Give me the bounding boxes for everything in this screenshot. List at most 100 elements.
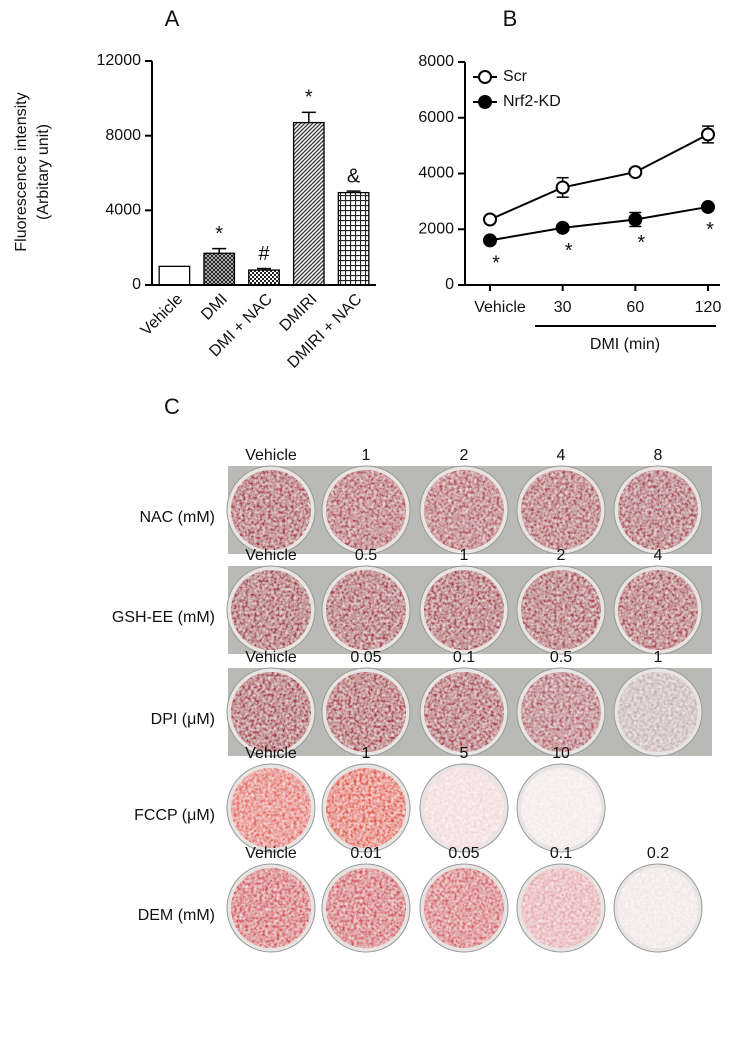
point (701, 127, 715, 142)
bar (158, 265, 191, 286)
panel-title: B (503, 6, 518, 31)
row-label: DEM (mM) (138, 907, 215, 924)
y-tick-label: 0 (445, 276, 454, 293)
legend-marker (478, 70, 492, 84)
column-label: 8 (654, 447, 663, 464)
well (326, 570, 406, 650)
well (424, 570, 504, 650)
annotation: * (706, 219, 714, 241)
well (231, 672, 311, 752)
x-axis-label: DMI (min) (590, 336, 660, 353)
well (618, 672, 698, 752)
point (555, 220, 570, 235)
column-label: 0.01 (350, 845, 381, 862)
column-label: 1 (362, 447, 371, 464)
axes (464, 62, 720, 286)
y-tick-label: 4000 (418, 165, 454, 182)
point (701, 199, 715, 214)
annotation: & (347, 165, 361, 187)
well (424, 672, 504, 752)
y-tick-label: 8000 (418, 53, 454, 70)
well (424, 768, 504, 848)
legend-label: Scr (503, 68, 528, 85)
well (231, 768, 311, 848)
y-tick-label: 6000 (418, 109, 454, 126)
column-label: Vehicle (245, 745, 297, 762)
well (618, 868, 698, 948)
y-tick-label: 2000 (418, 220, 454, 237)
column-label: 4 (654, 547, 663, 564)
well (521, 868, 601, 948)
y-axis-label: (Arbitary unit) (35, 124, 52, 220)
column-label: 5 (460, 745, 469, 762)
row-label: FCCP (μM) (134, 807, 215, 824)
column-label: 10 (552, 745, 570, 762)
row-label: NAC (mM) (139, 509, 215, 526)
line (489, 205, 709, 242)
x-tick-label: DMIRI (277, 291, 321, 335)
well (231, 868, 311, 948)
legend-label: Nrf2-KD (503, 93, 561, 110)
well (231, 470, 311, 550)
well (424, 470, 504, 550)
column-label: 0.5 (355, 547, 377, 564)
y-tick-label: 12000 (97, 52, 142, 69)
annotation: # (258, 243, 270, 265)
x-tick-label: DMI (198, 291, 231, 324)
x-tick-label: Vehicle (138, 291, 187, 340)
row-label: GSH-EE (mM) (112, 609, 215, 626)
bar (337, 191, 370, 286)
column-label: 0.05 (350, 649, 381, 666)
well (424, 868, 504, 948)
legend-marker (478, 95, 492, 109)
annotation: * (565, 240, 573, 262)
well (521, 570, 601, 650)
x-tick-label: 30 (554, 299, 572, 316)
well (326, 470, 406, 550)
column-label: 1 (362, 745, 371, 762)
point (628, 165, 643, 180)
column-label: Vehicle (245, 447, 297, 464)
x-tick-label: 60 (626, 299, 644, 316)
column-label: 4 (557, 447, 566, 464)
well (231, 570, 311, 650)
column-label: 2 (460, 447, 469, 464)
well (618, 570, 698, 650)
column-label: 0.5 (550, 649, 572, 666)
column-label: 1 (654, 649, 663, 666)
point (628, 212, 643, 227)
column-label: Vehicle (245, 547, 297, 564)
well (521, 470, 601, 550)
line (489, 133, 709, 221)
annotation: * (215, 223, 223, 245)
well (618, 470, 698, 550)
y-tick-label: 4000 (105, 202, 141, 219)
y-tick-label: 8000 (105, 127, 141, 144)
column-label: Vehicle (245, 845, 297, 862)
axes (151, 61, 376, 286)
annotation: * (305, 87, 313, 109)
column-label: 0.2 (647, 845, 669, 862)
annotation: * (492, 253, 500, 275)
point (483, 212, 497, 227)
well (326, 672, 406, 752)
bar (248, 269, 280, 286)
column-label: 0.1 (550, 845, 572, 862)
well (521, 672, 601, 752)
bar (203, 252, 236, 286)
well (326, 868, 406, 948)
row-label: DPI (μM) (151, 711, 215, 728)
bar (292, 121, 325, 286)
well (521, 768, 601, 848)
panel-title: C (164, 394, 180, 419)
x-tick-label: Vehicle (474, 299, 526, 316)
column-label: 1 (460, 547, 469, 564)
column-label: 0.1 (453, 649, 475, 666)
column-label: Vehicle (245, 649, 297, 666)
y-tick-label: 0 (132, 276, 141, 293)
column-label: 2 (557, 547, 566, 564)
annotation: * (637, 232, 645, 254)
point (555, 180, 570, 195)
